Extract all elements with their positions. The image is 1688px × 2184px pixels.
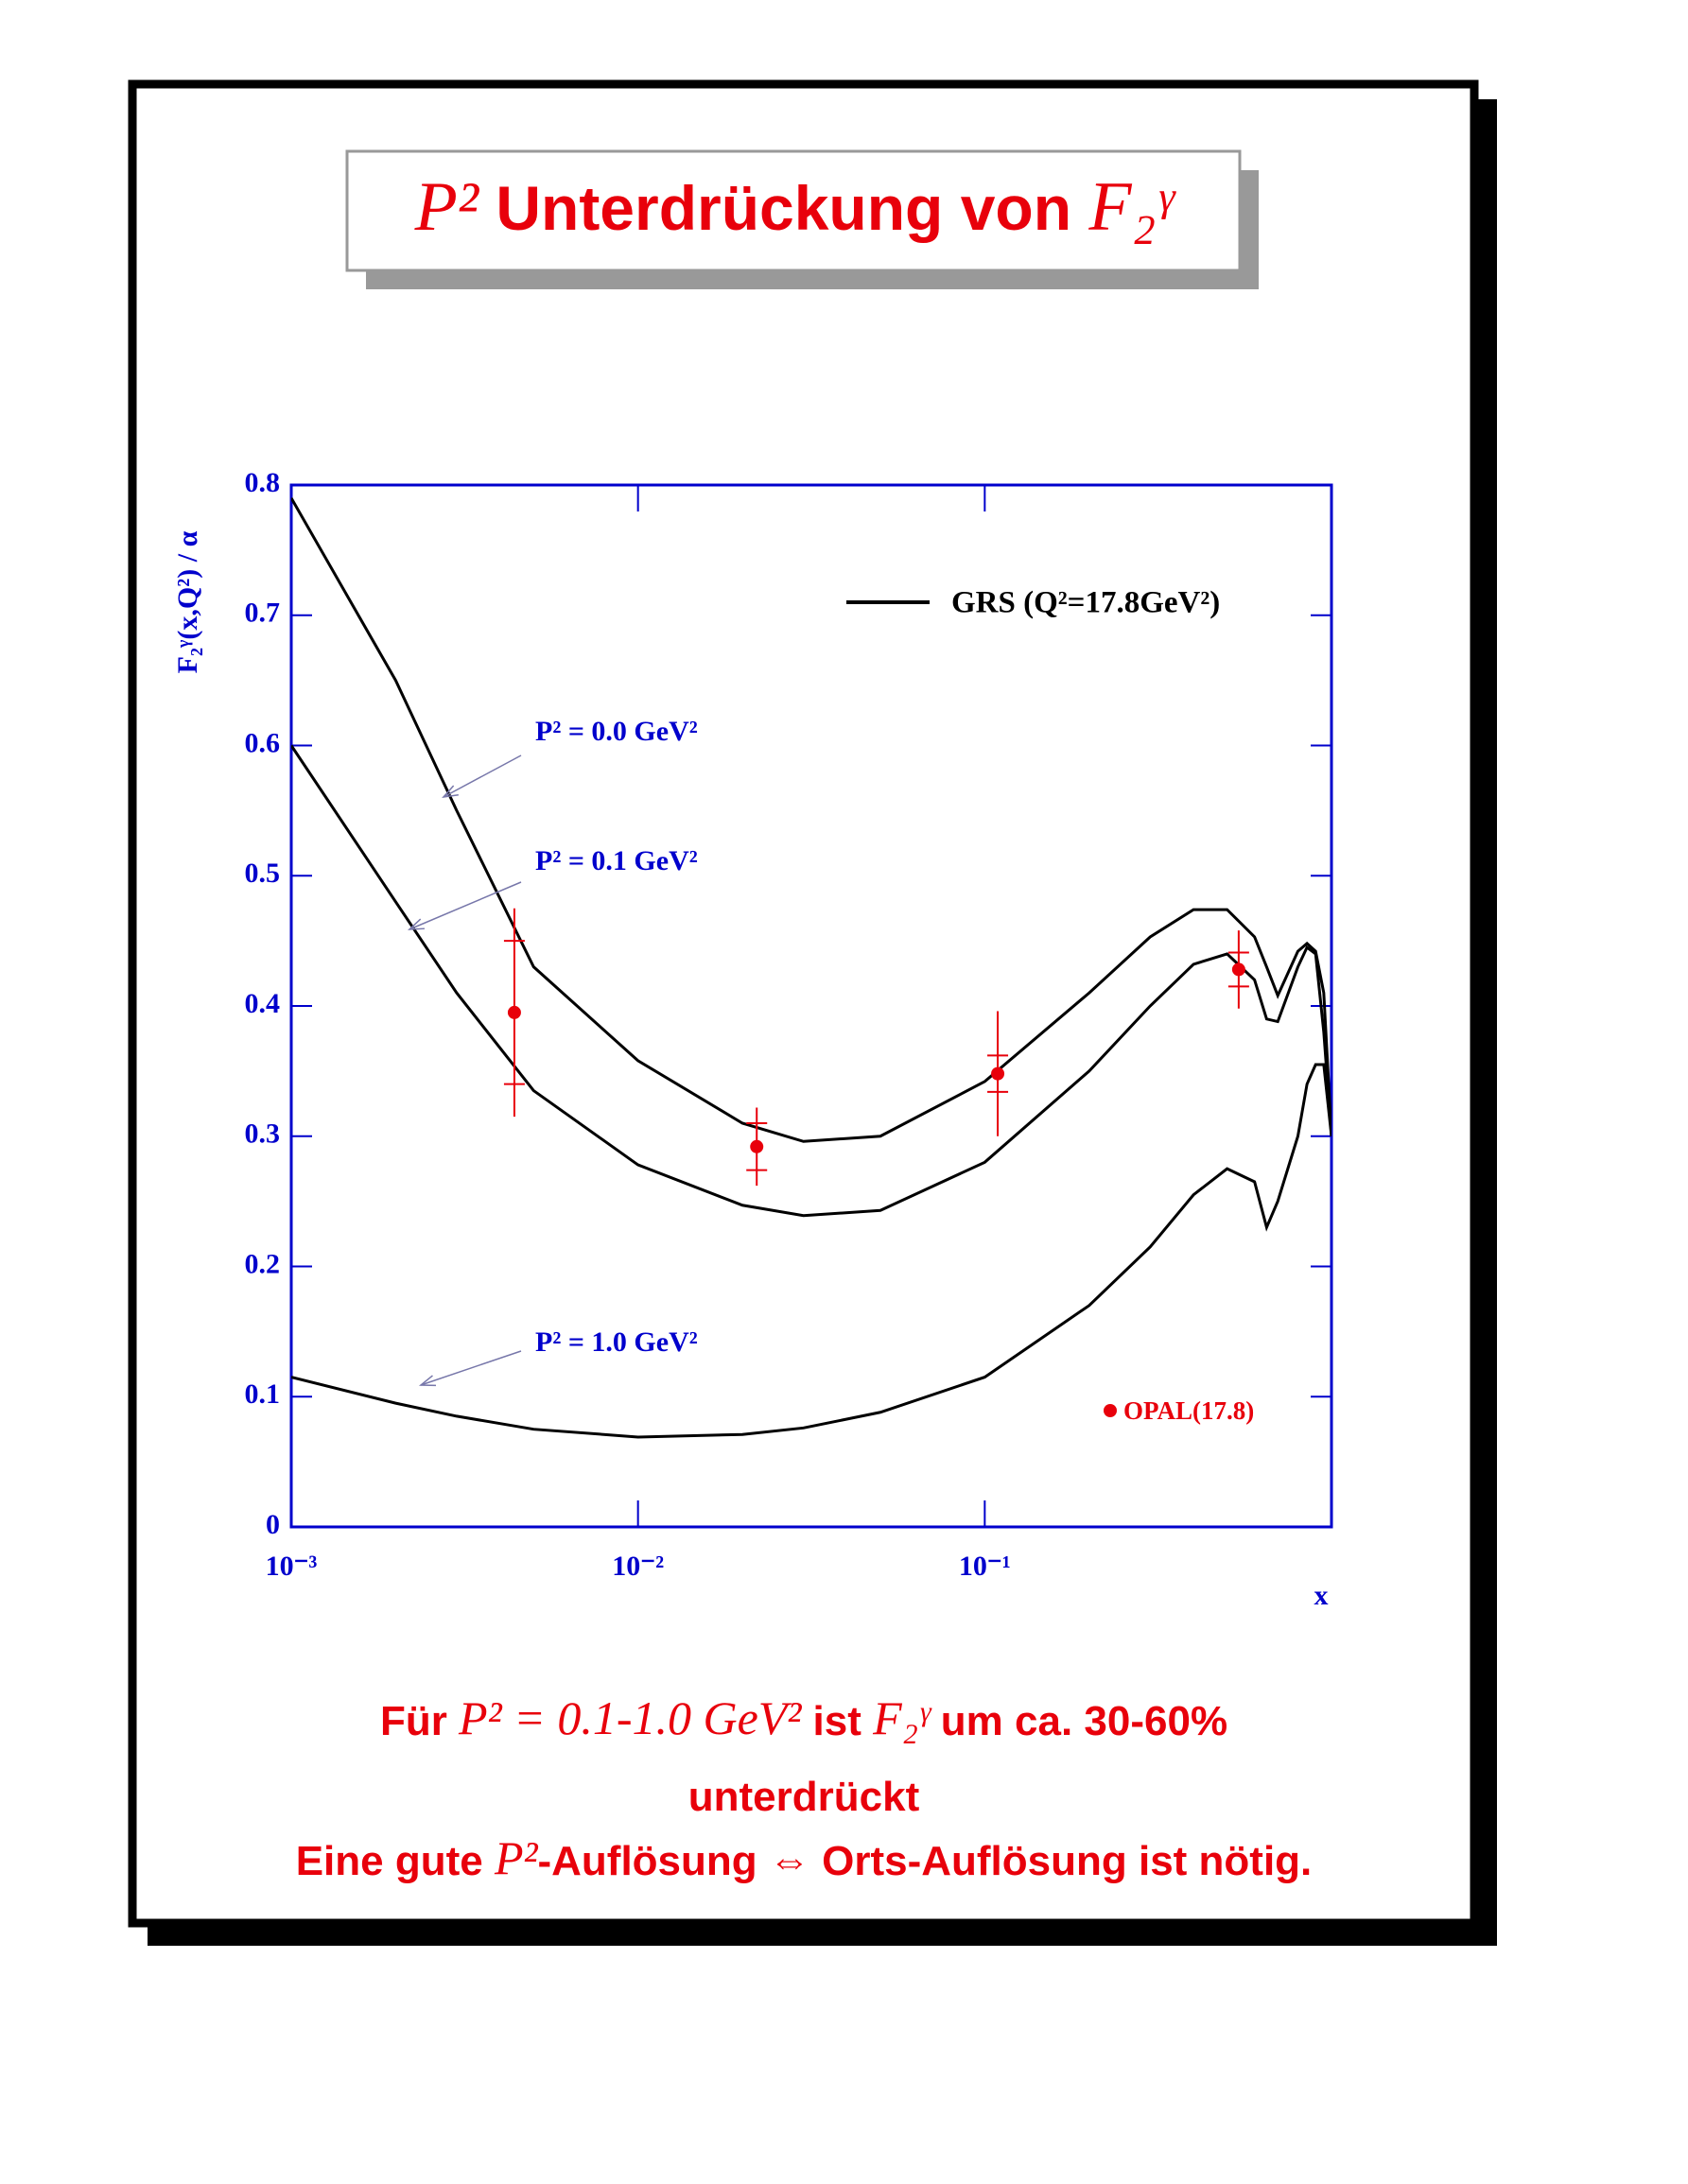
legend-marker [1104, 1404, 1117, 1417]
curve-label: P² = 0.1 GeV² [535, 845, 698, 876]
notes: Für P² = 0.1-1.0 GeV² ist F₂ᵞ um ca. 30-… [296, 1691, 1313, 1884]
y-axis-label: F₂ᵞ(x,Q²) / α [172, 530, 203, 673]
curve [291, 497, 1331, 1143]
title-math: P² [414, 168, 480, 246]
x-tick-label: 10⁻¹ [959, 1551, 1011, 1582]
y-tick-label: 0.4 [245, 988, 281, 1019]
note-text: Für [380, 1698, 459, 1744]
data-point [750, 1139, 764, 1153]
note-text: um ca. 30-60% [930, 1698, 1228, 1744]
arrow [420, 1350, 522, 1386]
note-text: -Auflösung ⇔ Orts-Auflösung ist nötig. [538, 1838, 1313, 1884]
curve-label: P² = 1.0 GeV² [535, 1326, 698, 1358]
note-text: ist [801, 1698, 873, 1744]
y-tick-label: 0.8 [245, 467, 281, 498]
y-tick-label: 0.7 [245, 598, 281, 629]
arrow-head [407, 918, 426, 930]
y-tick-label: 0.1 [245, 1378, 281, 1410]
y-tick-label: 0 [266, 1509, 280, 1540]
note-text: unterdrückt [688, 1774, 920, 1820]
arrow-head [442, 785, 459, 799]
y-tick-label: 0.2 [245, 1248, 281, 1279]
chart-title: P² Unterdrückung von F₂ᵞ [414, 168, 1177, 246]
y-tick-label: 0.6 [245, 727, 281, 758]
legend-label: GRS (Q²=17.8GeV²) [951, 586, 1220, 620]
y-tick-label: 0.3 [245, 1118, 281, 1150]
curve [291, 744, 1331, 1218]
legend-label: OPAL(17.8) [1123, 1396, 1254, 1425]
title-box [345, 149, 1242, 272]
title-math: F₂ᵞ [1088, 168, 1176, 246]
arrow [409, 881, 522, 930]
title-text: Unterdrückung von [496, 173, 1071, 243]
x-axis-label: x [1314, 1580, 1329, 1611]
note-text: Eine gute [296, 1838, 495, 1884]
note-line: unterdrückt [688, 1774, 920, 1820]
y-tick-label: 0.5 [245, 858, 281, 889]
data-point [507, 1005, 521, 1019]
arrow [443, 754, 522, 798]
x-tick-label: 10⁻² [612, 1551, 664, 1582]
arrow-head [418, 1375, 437, 1387]
data-point [1231, 962, 1245, 977]
note-math: P² [494, 1831, 539, 1884]
curve-label: P² = 0.0 GeV² [535, 716, 698, 747]
curve [291, 1063, 1331, 1439]
x-tick-label: 10⁻³ [266, 1551, 318, 1582]
note-math: P² = 0.1-1.0 GeV² [458, 1691, 802, 1744]
plot: 0 0.1 0.2 0.3 0.4 0.5 0.6 0.7 0.8 10⁻³ 10⁻² 10⁻¹ P² … [245, 467, 1333, 1582]
note-line: Für P² = 0.1-1.0 GeV² ist F₂ᵞ um ca. 30-… [380, 1691, 1227, 1744]
data-point [991, 1066, 1005, 1081]
note-line: Eine gute P²-Auflösung ⇔ Orts-Auflösung … [296, 1831, 1313, 1884]
note-math: F₂ᵞ [872, 1691, 932, 1744]
frame [128, 79, 1479, 1928]
